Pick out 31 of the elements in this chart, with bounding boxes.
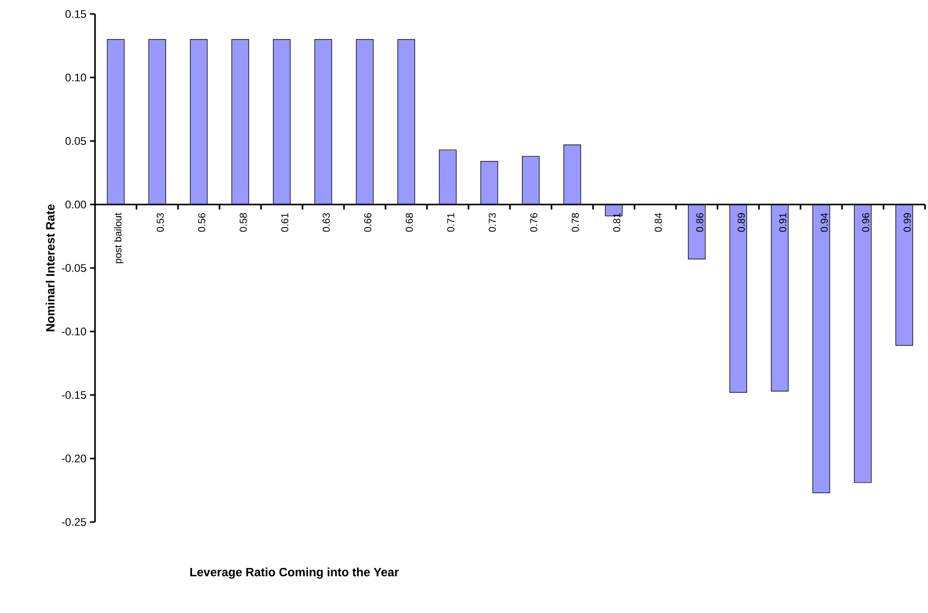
x-tick-label: 0.81 [613, 213, 620, 232]
x-tick-label: 0.91 [779, 213, 786, 232]
y-tick-label: 0.10 [66, 74, 86, 82]
x-tick-label: 0.84 [654, 212, 662, 232]
x-tick-label: 0.68 [406, 213, 413, 232]
x-tick-label: 0.94 [820, 212, 828, 232]
x-tick-label: 0.56 [198, 213, 206, 232]
x-tick-label: 0.86 [696, 213, 704, 232]
x-tick-label: 0.53 [156, 213, 164, 232]
y-tick-label: -0.15 [62, 391, 86, 399]
x-tick-label: 0.89 [738, 213, 745, 232]
y-tick-label: -0.25 [62, 518, 86, 526]
y-axis-title: Nominarl Interest Rate [46, 204, 55, 332]
x-tick-label: 0.71 [447, 213, 454, 232]
y-tick-label: -0.05 [62, 264, 86, 272]
x-tick-label: 0.78 [572, 213, 579, 232]
x-tick-label: 0.66 [364, 213, 372, 232]
x-tick-label: 0.76 [530, 213, 538, 232]
x-tick-label: 0.63 [322, 213, 330, 232]
x-tick-label: 0.96 [862, 213, 870, 232]
y-tick-label: 0.05 [66, 137, 86, 145]
x-tick-label: 0.73 [488, 213, 496, 232]
x-tick-label: 0.99 [904, 213, 911, 232]
y-tick-label: 0.15 [66, 10, 86, 18]
y-tick-label: 0.00 [66, 200, 86, 208]
x-axis-title: Leverage Ratio Coming into the Year [190, 568, 399, 579]
x-tick-label: post bailout [114, 212, 124, 264]
x-tick-label: 0.61 [281, 213, 288, 232]
y-tick-label: -0.10 [62, 328, 86, 336]
y-tick-label: -0.20 [62, 454, 86, 462]
x-tick-label: 0.58 [240, 213, 247, 232]
